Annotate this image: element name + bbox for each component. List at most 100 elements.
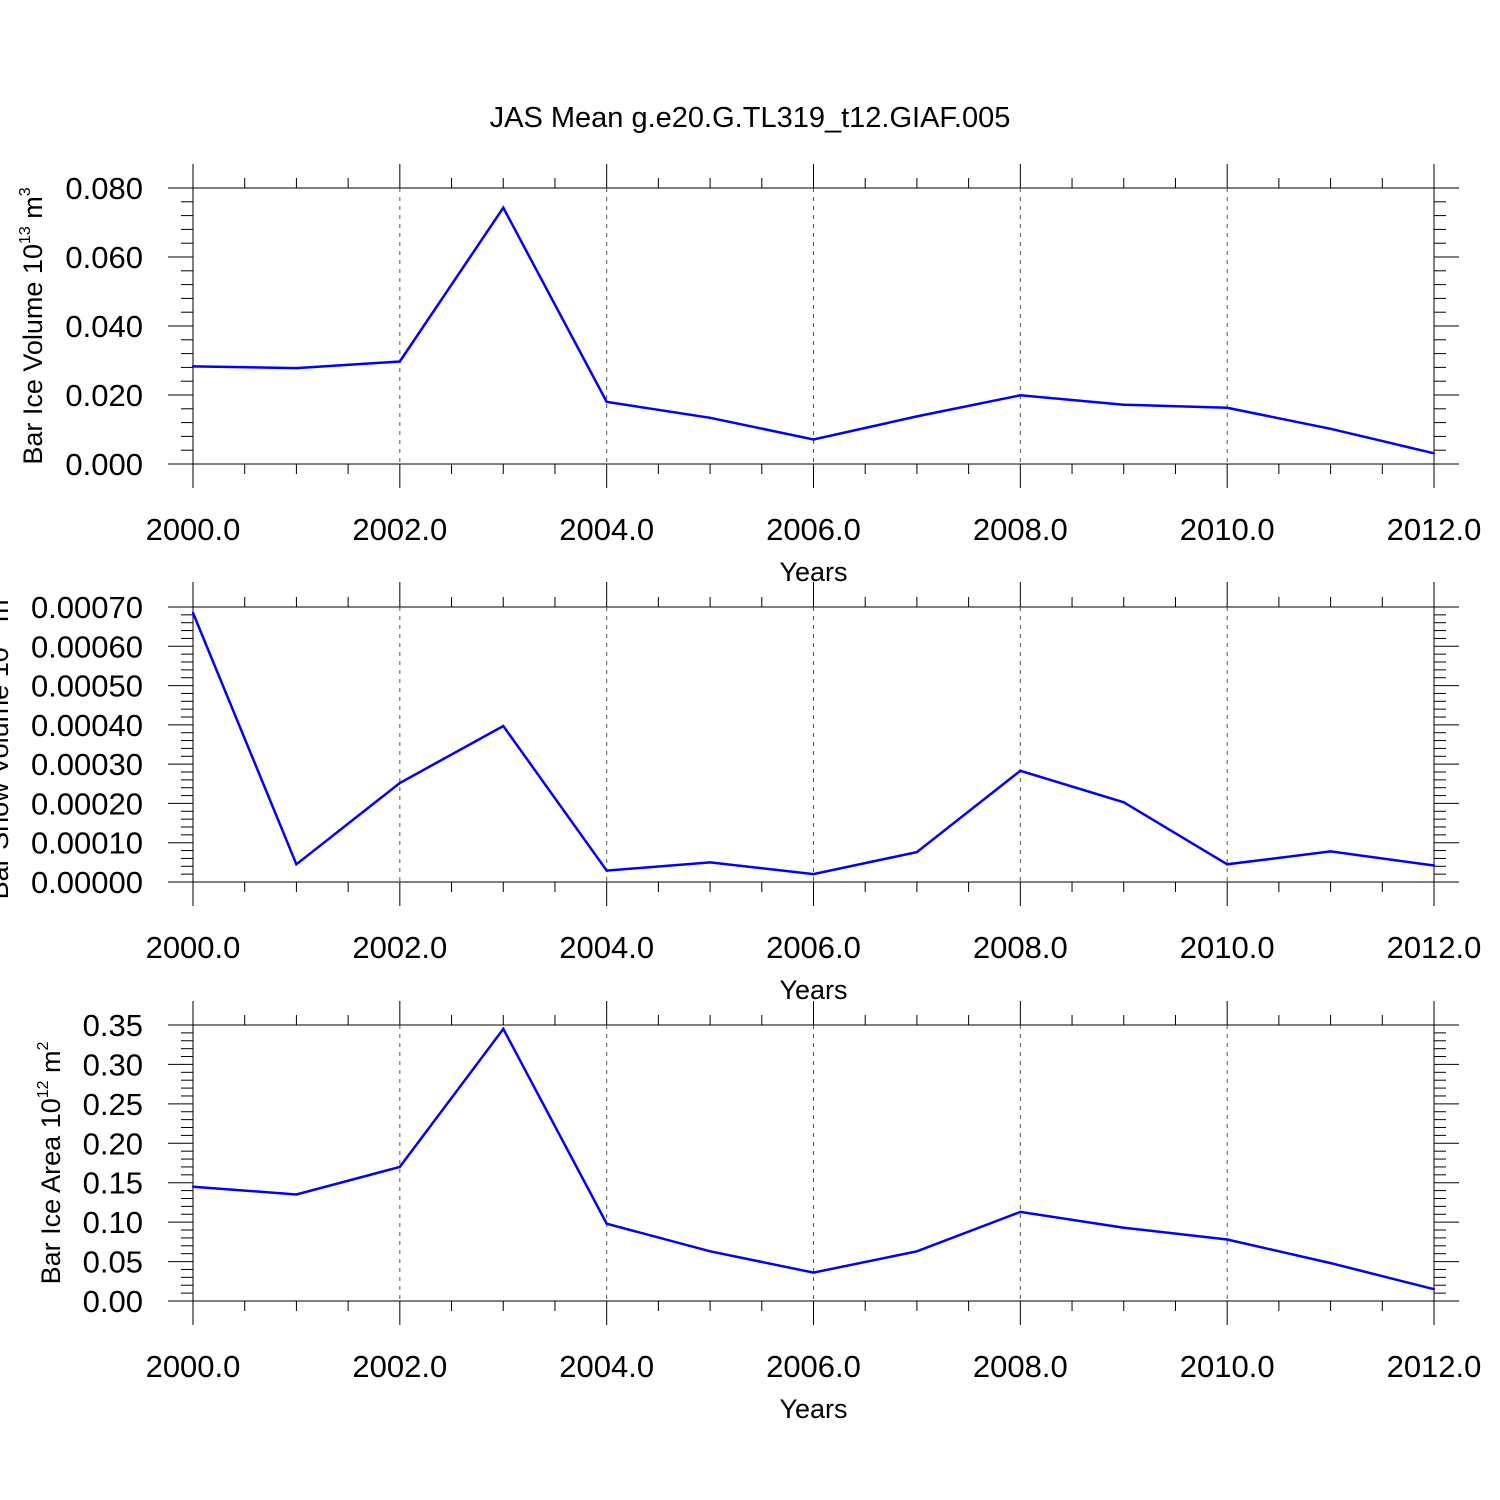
y-tick-label: 0.00070 <box>31 590 143 625</box>
x-tick-label: 2012.0 <box>1387 1349 1482 1384</box>
y-axis-title-exponent: 12 <box>35 1080 52 1098</box>
x-tick-label: 2002.0 <box>352 1349 447 1384</box>
data-point <box>191 365 195 368</box>
data-point <box>915 850 919 854</box>
panels: 2000.0 2002.0 2004.0 2006.0 2008.0 2010.0 2012… <box>0 164 1481 1424</box>
data-point <box>191 1185 195 1188</box>
y-axis-title: Bar Ice Volume 1013 m3 <box>17 187 48 464</box>
data-point <box>295 863 298 866</box>
y-axis-title-unit: m <box>36 1050 66 1080</box>
data-point <box>1225 1238 1229 1241</box>
x-axis-title: Years <box>779 975 847 1005</box>
y-axis-title-main: Bar Snow Volume 10 <box>0 647 14 899</box>
x-tick-label: 2006.0 <box>766 930 861 965</box>
data-point <box>1225 406 1229 409</box>
y-axis-title-unit: m <box>0 599 14 629</box>
x-tick-label: 2004.0 <box>559 930 654 965</box>
y-tick-label: 0.05 <box>83 1245 143 1280</box>
x-tick-label: 2000.0 <box>146 1349 241 1384</box>
x-tick-label: 2006.0 <box>766 1349 861 1384</box>
data-point <box>605 400 608 404</box>
data-point <box>708 1250 712 1253</box>
data-point <box>1432 864 1436 867</box>
data-point <box>1019 394 1022 397</box>
x-axis-title: Years <box>779 1394 847 1424</box>
y-tick-label: 0.00030 <box>31 747 143 782</box>
y-tick-label: 0.00020 <box>31 786 143 821</box>
data-point <box>1019 1210 1022 1214</box>
data-point <box>1329 1261 1332 1265</box>
y-tick-label: 0.080 <box>65 171 143 206</box>
x-tick-label: 2008.0 <box>973 512 1068 547</box>
x-tick-label: 2004.0 <box>559 512 654 547</box>
y-tick-label: 0.000 <box>65 447 143 482</box>
data-point <box>502 1027 505 1031</box>
data-point <box>605 869 608 872</box>
x-tick-label: 2008.0 <box>973 1349 1068 1384</box>
y-axis-title-main: Bar Ice Volume 10 <box>18 244 48 465</box>
y-tick-label: 0.10 <box>83 1205 143 1240</box>
data-point <box>605 1222 608 1225</box>
chart-panel-2: 2000.0 2002.0 2004.0 2006.0 2008.0 2010.0 2012… <box>0 582 1481 1005</box>
data-point <box>812 1271 815 1274</box>
x-tick-label: 2008.0 <box>973 930 1068 965</box>
y-tick-label: 0.30 <box>83 1047 143 1082</box>
x-tick-label: 2002.0 <box>352 930 447 965</box>
data-point <box>191 611 195 615</box>
y-tick-label: 0.020 <box>65 378 143 413</box>
y-tick-label: 0.00060 <box>31 629 143 664</box>
data-point <box>812 438 815 441</box>
x-tick-label: 2000.0 <box>146 512 241 547</box>
y-axis-title-unit-exponent: 2 <box>35 1041 52 1050</box>
x-tick-label: 2012.0 <box>1387 930 1482 965</box>
data-point <box>1225 863 1229 866</box>
y-tick-label: 0.25 <box>83 1087 143 1122</box>
y-tick-label: 0.060 <box>65 240 143 275</box>
y-tick-label: 0.00000 <box>31 865 143 900</box>
y-tick-label: 0.20 <box>83 1126 143 1161</box>
x-tick-label: 2004.0 <box>559 1349 654 1384</box>
data-point <box>915 415 919 418</box>
x-tick-label: 2006.0 <box>766 512 861 547</box>
data-point <box>1432 452 1436 455</box>
y-tick-label: 0.00010 <box>31 826 143 861</box>
chart-panel-3: 2000.0 2002.0 2004.0 2006.0 2008.0 2010.0 2012… <box>35 1001 1481 1424</box>
data-point <box>1019 769 1022 773</box>
data-point <box>915 1250 919 1253</box>
data-point <box>708 861 712 864</box>
y-tick-label: 0.00040 <box>31 708 143 743</box>
data-point <box>295 366 298 370</box>
y-axis-title-exponent: 13 <box>17 226 34 244</box>
data-point <box>1122 1226 1125 1229</box>
data-point <box>1122 801 1125 804</box>
data-point <box>502 724 505 728</box>
data-point <box>1329 850 1332 853</box>
data-point <box>398 1165 402 1169</box>
y-axis-title: Bar Snow Volume 1013 m3 <box>0 590 14 899</box>
x-tick-label: 2002.0 <box>352 512 447 547</box>
y-axis-title-unit: m <box>18 196 48 226</box>
y-axis-title: Bar Ice Area 1012 m2 <box>35 1041 66 1284</box>
y-tick-label: 0.040 <box>65 309 143 344</box>
data-point <box>398 781 402 785</box>
y-tick-label: 0.00050 <box>31 669 143 704</box>
x-tick-label: 2010.0 <box>1180 930 1275 965</box>
y-tick-label: 0.35 <box>83 1008 143 1043</box>
y-tick-label: 0.15 <box>83 1166 143 1201</box>
data-point <box>398 360 402 363</box>
chart-panel-1: 2000.0 2002.0 2004.0 2006.0 2008.0 2010.0 2012… <box>17 164 1481 587</box>
y-tick-label: 0.00 <box>83 1284 143 1319</box>
data-point <box>708 416 712 419</box>
data-point <box>1432 1287 1436 1291</box>
x-tick-label: 2010.0 <box>1180 512 1275 547</box>
data-point <box>502 206 505 209</box>
figure-title: JAS Mean g.e20.G.TL319_t12.GIAF.005 <box>490 102 1011 134</box>
x-tick-label: 2000.0 <box>146 930 241 965</box>
x-tick-label: 2012.0 <box>1387 512 1482 547</box>
data-point <box>1122 403 1125 406</box>
data-point <box>812 872 815 876</box>
y-axis-title-unit-exponent: 3 <box>17 187 34 196</box>
x-tick-label: 2010.0 <box>1180 1349 1275 1384</box>
data-point <box>1329 427 1332 431</box>
